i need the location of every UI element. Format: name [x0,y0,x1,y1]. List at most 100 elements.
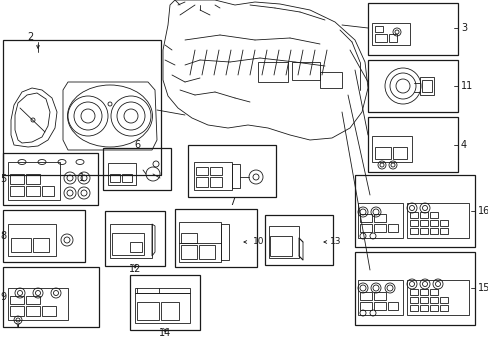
Bar [196,167,207,175]
Bar [33,238,49,252]
Text: 11: 11 [460,81,472,91]
Bar [429,212,437,218]
Bar [419,77,433,95]
Bar [439,220,447,226]
Bar [3,267,99,327]
Bar [359,214,371,222]
Bar [179,222,221,262]
Bar [26,306,40,316]
Text: 5: 5 [0,174,6,184]
Bar [268,226,298,258]
Text: 2: 2 [27,32,33,42]
Bar [373,224,385,232]
Bar [373,292,385,300]
Bar [373,214,385,222]
Bar [357,203,402,238]
Bar [10,306,24,316]
Bar [105,211,164,266]
Bar [42,186,54,196]
Bar [439,228,447,234]
Bar [406,280,468,315]
Text: 12: 12 [128,264,141,274]
Bar [10,296,24,304]
Bar [108,163,136,185]
Bar [291,62,319,80]
Bar [3,153,98,205]
Bar [429,297,437,303]
Bar [269,236,291,256]
Bar [112,233,143,255]
Text: 3: 3 [460,23,466,33]
Bar [221,224,228,260]
Bar [103,148,171,190]
Bar [26,174,40,184]
Bar [181,233,197,243]
Bar [429,289,437,295]
Bar [371,23,409,45]
Bar [409,289,417,295]
Bar [8,224,56,256]
Text: 10: 10 [252,238,264,247]
Bar [374,147,390,159]
Bar [264,215,332,265]
Bar [409,297,417,303]
Bar [419,297,427,303]
Bar [354,252,474,325]
Bar [110,174,120,182]
Bar [199,245,215,259]
Bar [8,162,60,200]
Bar [26,296,40,304]
Bar [406,203,468,238]
Text: 13: 13 [329,238,341,247]
Bar [209,167,222,175]
Bar [419,228,427,234]
Bar [359,292,371,300]
Bar [419,212,427,218]
Bar [8,288,68,320]
Bar [3,40,161,175]
Bar [388,34,396,42]
Text: 7: 7 [228,197,235,207]
Bar [175,209,257,267]
Bar [26,186,40,196]
Text: 15: 15 [477,283,488,293]
Bar [439,297,447,303]
Bar [409,228,417,234]
Bar [130,242,142,252]
Bar [421,80,431,92]
Text: 8: 8 [0,231,6,241]
Bar [10,186,24,196]
Bar [42,306,56,316]
Bar [10,174,24,184]
Bar [209,177,222,187]
Bar [122,174,132,182]
Bar [11,238,31,252]
Bar [409,212,417,218]
Bar [419,220,427,226]
Bar [374,26,382,32]
Bar [130,275,200,330]
Bar [367,60,457,112]
Text: 16: 16 [477,206,488,216]
Bar [357,280,402,315]
Bar [161,302,179,320]
Text: 1: 1 [79,173,85,183]
Bar [137,302,159,320]
Bar [135,293,190,323]
Bar [429,305,437,311]
Bar [419,305,427,311]
Bar [110,224,152,258]
Bar [409,220,417,226]
Bar [374,34,386,42]
Bar [258,62,287,82]
Bar [194,162,231,190]
Bar [373,302,385,310]
Bar [181,245,197,259]
Bar [419,289,427,295]
Bar [359,224,371,232]
Bar [371,136,411,162]
Bar [429,220,437,226]
Bar [439,305,447,311]
Text: 14: 14 [159,328,171,338]
Bar [3,210,85,262]
